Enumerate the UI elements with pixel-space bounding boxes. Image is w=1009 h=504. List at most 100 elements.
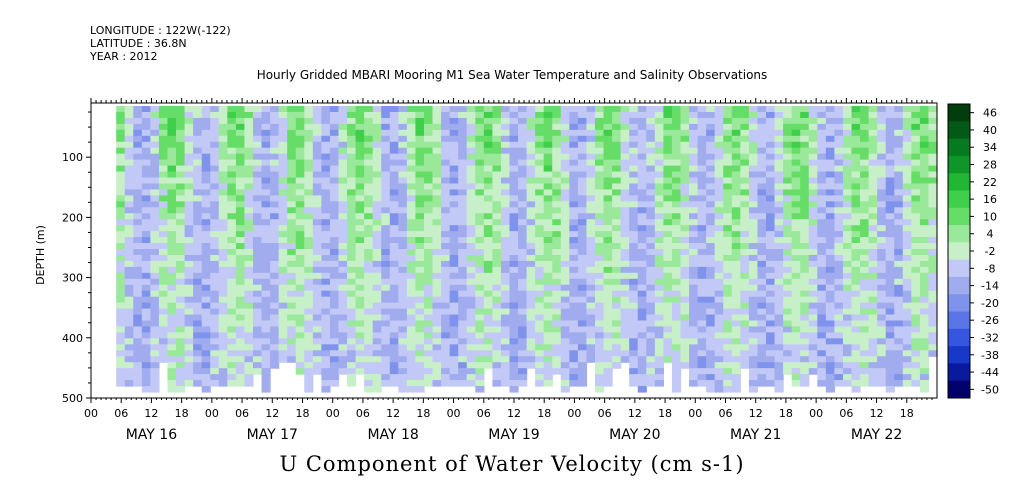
heatmap-cell: [774, 260, 784, 268]
heatmap-cell: [928, 338, 938, 345]
heatmap-cell: [851, 225, 861, 232]
heatmap-cell: [723, 231, 733, 238]
heatmap-cell: [740, 278, 750, 286]
heatmap-cell: [714, 326, 724, 333]
heatmap-cell: [800, 320, 810, 328]
heatmap-cell: [552, 326, 562, 333]
heatmap-cell: [398, 272, 408, 280]
heatmap-cell: [423, 314, 434, 322]
heatmap-cell: [654, 362, 664, 369]
heatmap-cell: [150, 147, 160, 155]
x-tick-label: 18: [900, 407, 914, 420]
heatmap-cell: [902, 141, 912, 149]
colorbar-swatch: [948, 242, 970, 261]
heatmap-cell: [176, 237, 186, 244]
heatmap-cell: [398, 201, 408, 208]
heatmap-cell: [577, 320, 588, 328]
heatmap-cell: [167, 278, 177, 286]
heatmap-cell: [868, 248, 878, 256]
heatmap-cell: [629, 362, 639, 369]
heatmap-cell: [560, 213, 570, 220]
heatmap-cell: [766, 314, 776, 322]
heatmap-cell: [868, 278, 878, 286]
heatmap-cell: [825, 362, 835, 369]
heatmap-cell: [133, 350, 143, 357]
heatmap-cell: [295, 344, 305, 351]
heatmap-cell: [868, 165, 878, 173]
heatmap-cell: [150, 159, 160, 167]
heatmap-cell: [458, 350, 468, 357]
heatmap-cell: [671, 213, 682, 220]
heatmap-cell: [560, 272, 570, 280]
heatmap-cell: [372, 177, 382, 185]
heatmap-cell: [629, 219, 639, 226]
heatmap-cell: [654, 380, 664, 387]
heatmap-cell: [851, 362, 861, 369]
heatmap-cell: [706, 213, 716, 220]
heatmap-cell: [586, 201, 596, 208]
heatmap-cell: [372, 159, 382, 167]
heatmap-cell: [654, 374, 664, 381]
heatmap-cell: [193, 231, 203, 238]
heatmap-cell: [449, 380, 459, 387]
heatmap-cell: [158, 207, 169, 214]
heatmap-cell: [124, 243, 134, 250]
heatmap-cell: [287, 111, 297, 119]
heatmap-cell: [381, 290, 391, 298]
heatmap-cell: [355, 290, 365, 298]
heatmap-cell: [176, 380, 186, 387]
heatmap-cell: [312, 302, 322, 310]
heatmap-cell: [629, 189, 639, 196]
heatmap-cell: [637, 290, 647, 298]
heatmap-cell: [193, 171, 203, 179]
heatmap-cell: [244, 159, 254, 167]
heatmap-cell: [252, 201, 263, 208]
heatmap-cell: [842, 344, 853, 351]
heatmap-cell: [757, 314, 767, 322]
heatmap-cell: [492, 243, 502, 250]
heatmap-cell: [757, 278, 767, 286]
heatmap-cell: [791, 213, 801, 220]
heatmap-cell: [689, 320, 699, 328]
heatmap-cell: [278, 106, 288, 113]
heatmap-cell: [877, 237, 887, 244]
heatmap-cell: [116, 338, 126, 345]
heatmap-cell: [766, 195, 776, 202]
heatmap-cell: [150, 272, 160, 280]
heatmap-cell: [509, 177, 519, 185]
heatmap-cell: [364, 123, 374, 131]
heatmap-cell: [714, 135, 724, 143]
heatmap-cell: [689, 201, 699, 208]
heatmap-cell: [526, 117, 536, 125]
heatmap-cell: [569, 308, 579, 316]
heatmap-cell: [415, 356, 425, 363]
heatmap-cell: [150, 350, 160, 357]
heatmap-cell: [552, 362, 562, 369]
heatmap-cell: [210, 266, 220, 274]
heatmap-cell: [834, 338, 844, 345]
heatmap-cell: [885, 111, 895, 119]
heatmap-cell: [569, 106, 579, 113]
heatmap-cell: [415, 117, 425, 125]
heatmap-cell: [483, 195, 493, 202]
heatmap-cell: [535, 231, 545, 238]
heatmap-cell: [158, 189, 169, 196]
heatmap-cell: [783, 237, 793, 244]
heatmap-cell: [321, 356, 331, 363]
heatmap-cell: [244, 332, 254, 339]
heatmap-cell: [449, 141, 459, 149]
heatmap-cell: [851, 248, 861, 256]
heatmap-cell: [441, 106, 451, 113]
heatmap-cell: [612, 284, 622, 292]
heatmap-cell: [423, 207, 434, 214]
heatmap-cell: [868, 344, 878, 351]
heatmap-cell: [227, 183, 237, 191]
heatmap-cell: [475, 225, 485, 232]
heatmap-cell: [629, 123, 639, 131]
heatmap-cell: [116, 308, 126, 316]
heatmap-cell: [441, 248, 451, 256]
heatmap-cell: [894, 284, 904, 292]
heatmap-cell: [347, 362, 357, 369]
heatmap-cell: [141, 290, 151, 298]
heatmap-cell: [458, 237, 468, 244]
